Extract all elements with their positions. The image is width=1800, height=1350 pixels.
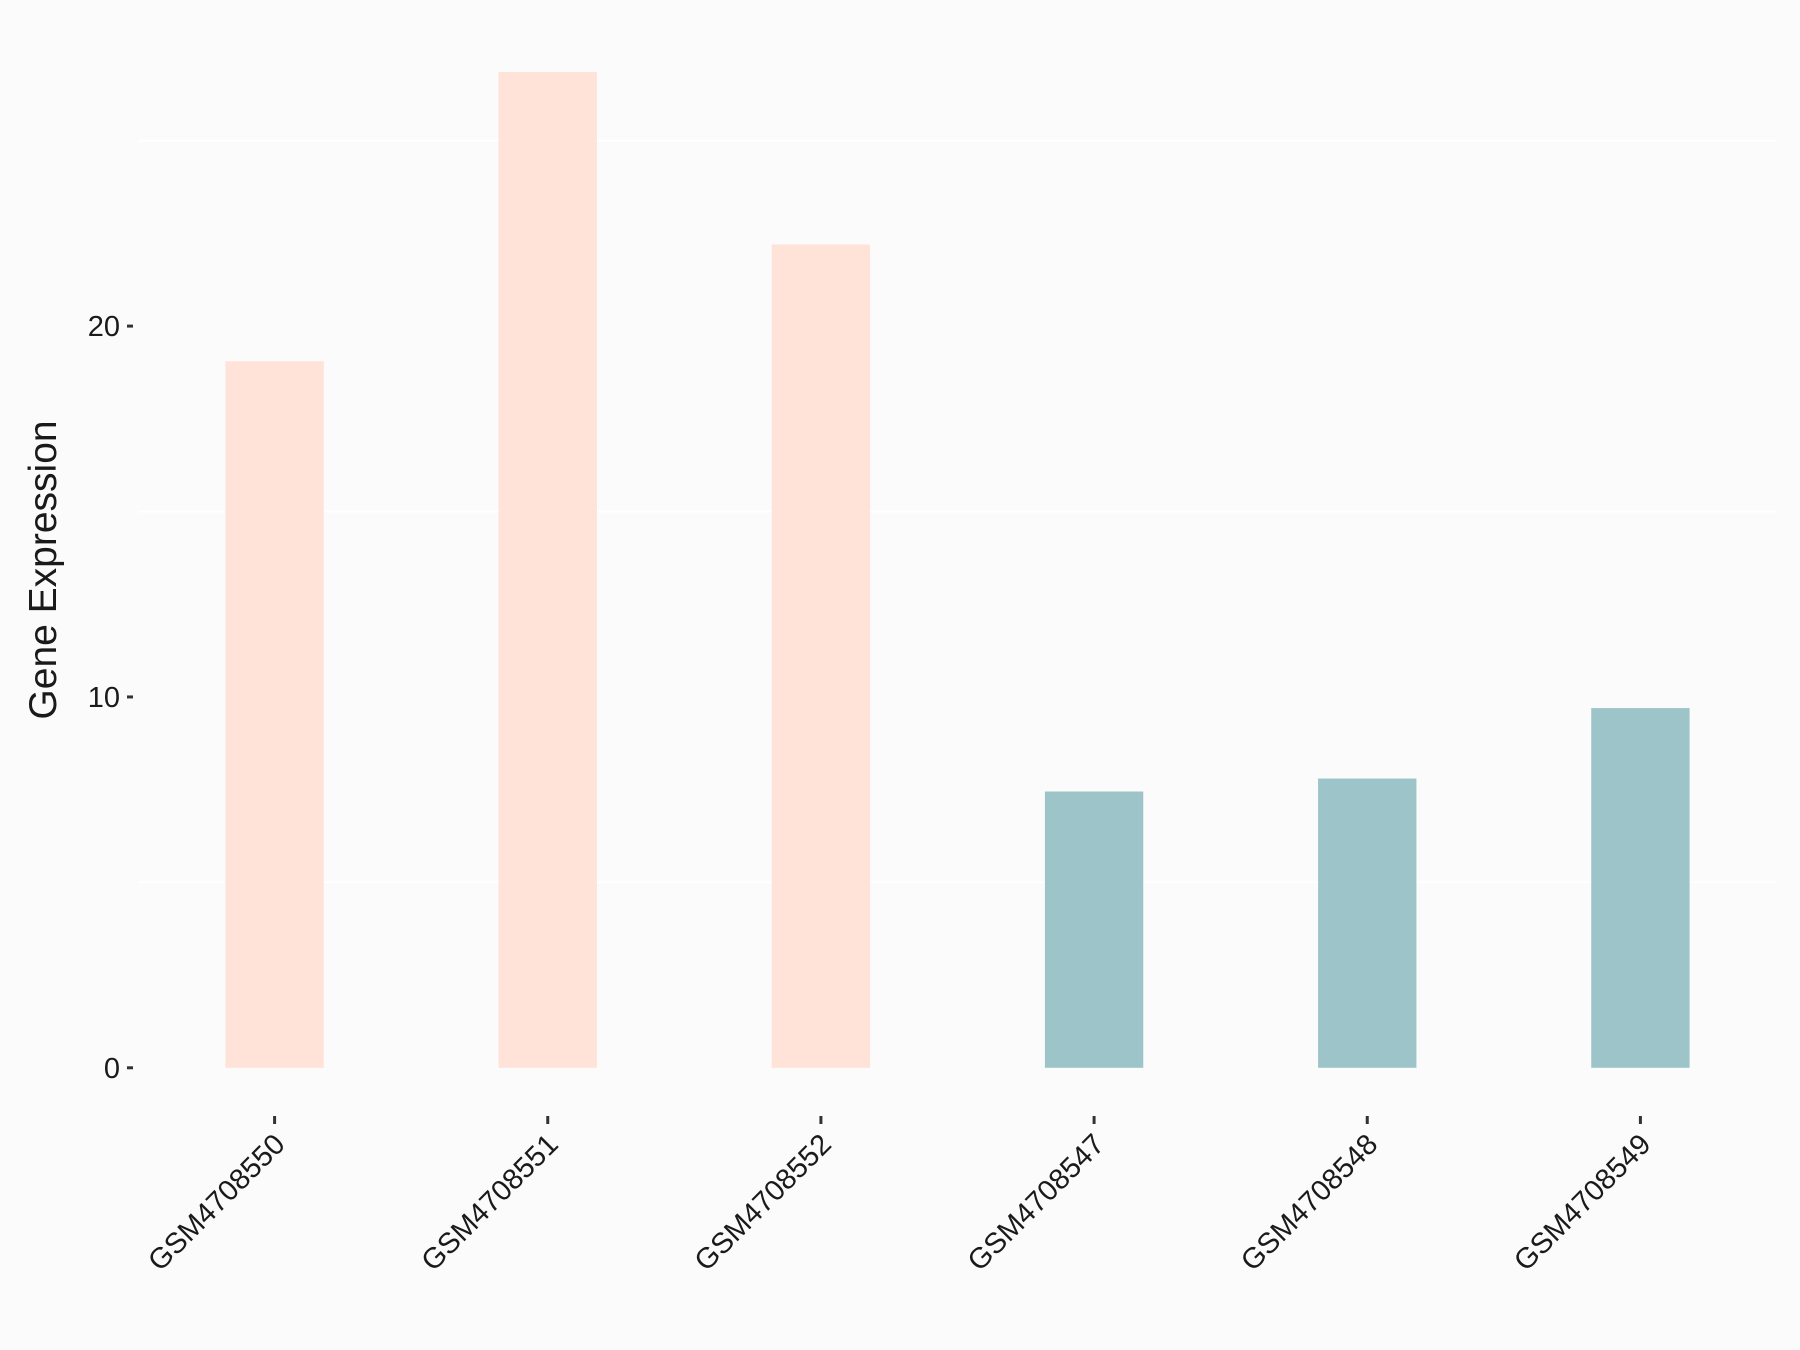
- x-tick-label: GSM4708551: [416, 1128, 565, 1277]
- y-tick-label: 0: [104, 1053, 120, 1085]
- bar: [771, 244, 871, 1068]
- bar: [1591, 708, 1690, 1068]
- x-tick-label: GSM4708548: [1235, 1128, 1384, 1277]
- bar: [1318, 778, 1417, 1068]
- bar: [1044, 791, 1144, 1068]
- y-tick-label: 20: [88, 311, 120, 343]
- y-axis-title: Gene Expression: [22, 420, 65, 719]
- bar: [498, 72, 597, 1068]
- x-tick-label: GSM4708547: [962, 1128, 1111, 1277]
- y-tick-label: 10: [88, 682, 120, 714]
- bar: [225, 361, 324, 1068]
- x-tick-label: GSM4708552: [689, 1128, 838, 1277]
- x-tick-label: GSM4708549: [1508, 1128, 1657, 1277]
- x-tick-label: GSM4708550: [142, 1128, 291, 1277]
